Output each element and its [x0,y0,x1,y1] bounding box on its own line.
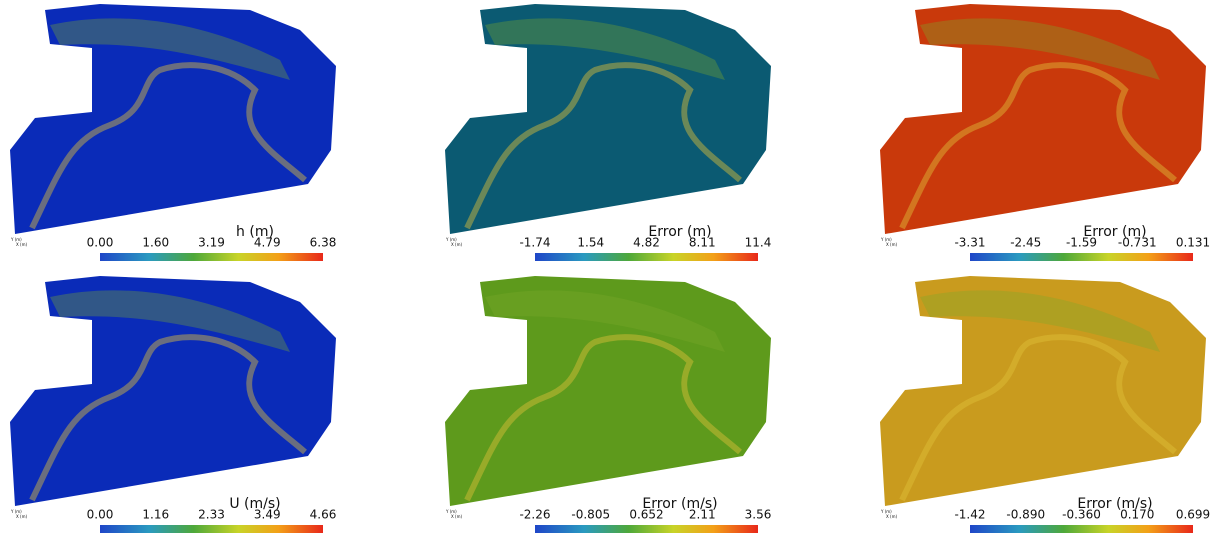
colorbar-tick-label: -2.26 [519,508,550,522]
colorbar-tick-label: 4.79 [254,236,281,250]
colorbar-tick-label: -1.42 [954,508,985,522]
panel: Y (m)X (m) U (m/s) 0.00 1.16 2.33 3.49 4.66 [10,276,336,533]
colorbar-tick-label: 4.82 [633,236,660,250]
colorbar-tick-label: 0.652 [629,508,663,522]
river-channel [29,62,307,230]
colorbar-title: h (m) [236,224,274,240]
floodplain [485,290,725,352]
axis-label: Y (m) [445,509,457,514]
mesh-domain [880,4,1206,234]
colorbar-tick-label: 0.170 [1120,508,1154,522]
colorbar-tick-label: 3.49 [254,508,281,522]
colorbar-tick-label: 1.54 [577,236,604,250]
river-channel [899,334,1177,502]
axis-label: X (m) [886,514,897,519]
floodplain [920,18,1160,80]
axis-label: Y (m) [10,509,22,514]
axis-label: Y (m) [880,237,892,242]
floodplain [485,18,725,80]
colorbar-tick-label: 2.33 [198,508,225,522]
colorbar-tick-label: 6.38 [310,236,337,250]
river-channel [464,62,742,230]
colorbar [970,253,1193,261]
colorbar-tick-label: 3.19 [198,236,225,250]
river-channel [464,334,742,502]
colorbar-tick-label: -0.805 [571,508,610,522]
floodplain [920,290,1160,352]
colorbar-tick-label: -0.890 [1006,508,1045,522]
colorbar-title: Error (m/s) [1077,496,1152,512]
colorbar-tick-label: 8.11 [689,236,716,250]
colorbar [100,253,323,261]
axis-label: Y (m) [880,509,892,514]
colorbar [970,525,1193,533]
colorbar [535,253,758,261]
colorbar-tick-label: -0.731 [1118,236,1157,250]
floodplain [50,18,290,80]
panel: Y (m)X (m) Error (m/s) -1.42 -0.890 -0.360 0.… [880,276,1210,533]
colorbar-title: Error (m/s) [642,496,717,512]
colorbar-tick-label: 0.00 [87,508,114,522]
colorbar-tick-label: 1.60 [142,236,169,250]
axis-label: X (m) [451,514,462,519]
colorbar-tick-label: -0.360 [1062,508,1101,522]
mesh-domain [880,276,1206,506]
mesh-domain [445,4,771,234]
river-channel [29,334,307,502]
panel: Y (m)X (m) Error (m/s) -2.26 -0.805 0.652 2.1… [445,276,771,533]
axis-label: X (m) [16,514,27,519]
colorbar-tick-label: -3.31 [954,236,985,250]
colorbar [100,525,323,533]
colorbar-tick-label: 0.00 [87,236,114,250]
colorbar-title: Error (m) [1083,224,1146,240]
panel: Y (m)X (m) Error (m) -1.74 1.54 4.82 8.11 11.4 [445,4,771,261]
panel: Y (m)X (m) h (m) 0.00 1.60 3.19 4.79 6.38 [10,4,336,261]
axis-label: X (m) [886,242,897,247]
mesh-domain [445,276,771,506]
mesh-domain [10,4,336,234]
colorbar-tick-label: -2.45 [1010,236,1041,250]
axis-label: Y (m) [445,237,457,242]
river-channel [899,62,1177,230]
colorbar-tick-label: -1.59 [1066,236,1097,250]
mesh-domain [10,276,336,506]
colorbar-tick-label: 0.131 [1176,236,1210,250]
colorbar-tick-label: 0.699 [1176,508,1210,522]
colorbar-tick-label: 4.66 [310,508,337,522]
axis-label: Y (m) [10,237,22,242]
colorbar-title: Error (m) [648,224,711,240]
panel: Y (m)X (m) Error (m) -3.31 -2.45 -1.59 -0.731… [880,4,1210,261]
colorbar-tick-label: 11.4 [745,236,772,250]
axis-label: X (m) [16,242,27,247]
axis-label: X (m) [451,242,462,247]
colorbar-title: U (m/s) [229,496,280,512]
colorbar-tick-label: 2.11 [689,508,716,522]
colorbar-tick-label: 3.56 [745,508,772,522]
colorbar-tick-label: -1.74 [519,236,550,250]
colorbar [535,525,758,533]
floodplain [50,290,290,352]
colorbar-tick-label: 1.16 [142,508,169,522]
